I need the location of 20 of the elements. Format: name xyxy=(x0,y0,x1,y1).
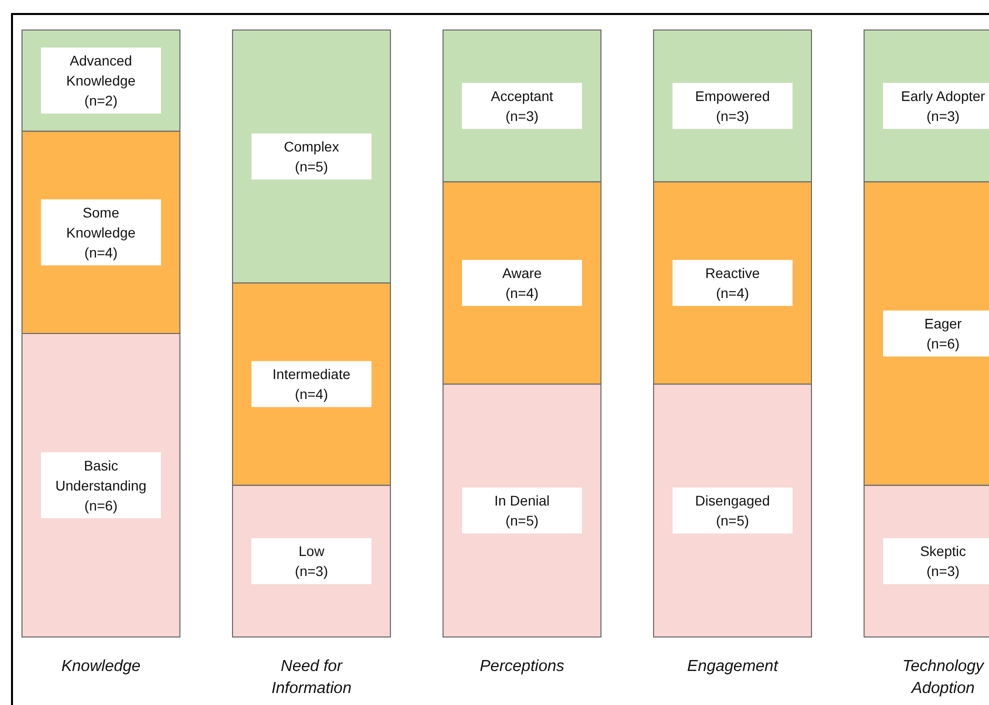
data-label: Some Knowledge (n=4) xyxy=(66,204,136,260)
data-label: Intermediate (n=4) xyxy=(272,366,351,402)
x-tick-label: Technology Adoption xyxy=(902,658,985,697)
data-label: Aware (n=4) xyxy=(502,264,542,301)
x-tick-label: Engagement xyxy=(687,658,778,675)
data-label: Low (n=3) xyxy=(294,543,328,580)
data-label: Acceptant (n=3) xyxy=(490,88,554,124)
data-label: In Denial (n=5) xyxy=(494,492,550,529)
x-tick-label: Need for Information xyxy=(271,658,352,697)
data-label: Complex (n=5) xyxy=(284,138,340,174)
data-label: Advanced Knowledge (n=2) xyxy=(66,52,136,109)
data-label: Disengaged (n=5) xyxy=(695,492,770,529)
data-label: Early Adopter (n=3) xyxy=(901,88,986,124)
x-tick-label: Knowledge xyxy=(61,658,141,675)
x-tick-label: Perceptions xyxy=(480,658,564,675)
data-label: Eager (n=6) xyxy=(924,316,962,352)
data-label: Reactive (n=4) xyxy=(705,264,760,301)
data-label: Basic Understanding (n=6) xyxy=(55,457,146,514)
data-label: Skeptic (n=3) xyxy=(920,543,966,580)
data-label: Empowered (n=3) xyxy=(695,88,770,124)
